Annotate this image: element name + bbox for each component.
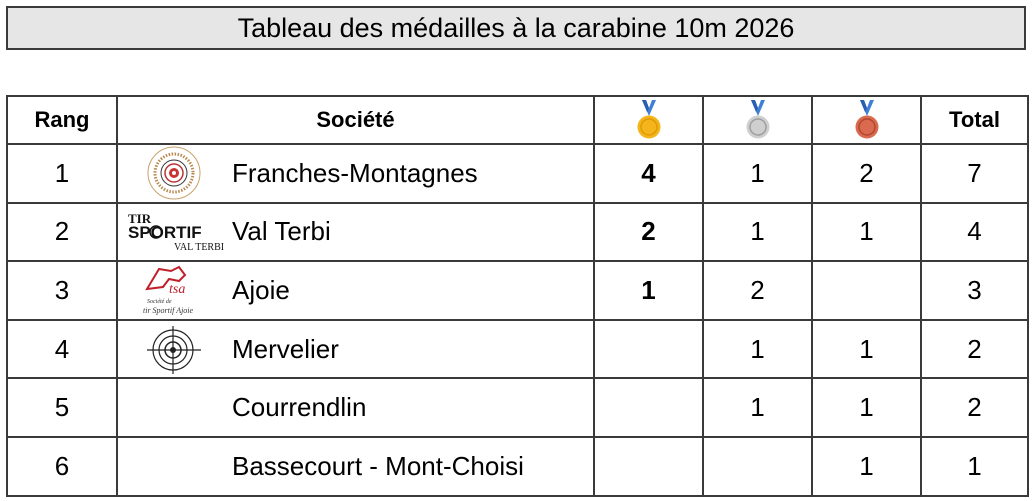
svg-text:VAL TERBI: VAL TERBI	[174, 242, 224, 253]
rank-cell: 4	[6, 318, 118, 380]
rank-cell: 3	[6, 260, 118, 321]
society-name: Bassecourt - Mont-Choisi	[232, 450, 524, 481]
total-count: 4	[920, 201, 1029, 263]
society-name: Val Terbi	[232, 216, 331, 247]
table-row: 2 TIR SPORTIF VAL TERBI Val Terbi 2 1	[6, 201, 1029, 263]
table-row: 5 Courrendlin 1 1 2	[6, 377, 1029, 438]
silver-count: 1	[702, 143, 813, 204]
rank-cell: 2	[6, 201, 118, 263]
tsa-ajoie-logo: tsa Société de tir Sportif Ajoie	[143, 266, 194, 315]
gold-count	[593, 435, 704, 497]
society-cell: TIR SPORTIF VAL TERBI Val Terbi	[116, 201, 595, 263]
svg-text:tsa: tsa	[169, 282, 185, 297]
society-name: Ajoie	[232, 274, 290, 305]
header-society: Société	[116, 95, 595, 145]
rank-cell: 6	[6, 435, 118, 497]
bronze-count: 1	[811, 318, 922, 380]
bronze-count: 1	[811, 435, 922, 497]
medal-table: Rang Société	[6, 95, 1029, 497]
svg-text:Société de: Société de	[147, 299, 172, 305]
header-rank: Rang	[6, 95, 118, 145]
society-name: Courrendlin	[232, 392, 367, 423]
page-title: Tableau des médailles à la carabine 10m …	[6, 6, 1026, 50]
society-cell: Courrendlin	[116, 377, 595, 438]
society-name: Mervelier	[232, 333, 339, 364]
table-row: 3 tsa Société de tir Sportif Ajoie Ajoie…	[6, 260, 1029, 321]
society-name: Franches-Montagnes	[232, 157, 478, 188]
table-row: 4 Mervelier	[6, 318, 1029, 380]
silver-count: 1	[702, 318, 813, 380]
tir-sportif-val-terbi-logo: TIR SPORTIF VAL TERBI	[128, 211, 224, 253]
svg-text:tir Sportif Ajoie: tir Sportif Ajoie	[143, 306, 194, 315]
table-row: 6 Bassecourt - Mont-Choisi 1 1	[6, 435, 1029, 497]
silver-count: 1	[702, 201, 813, 263]
bronze-medal-icon	[855, 100, 878, 139]
total-count: 7	[920, 143, 1029, 204]
gold-count: 4	[593, 143, 704, 204]
header-row: Rang Société	[6, 95, 1029, 145]
society-cell: tsa Société de tir Sportif Ajoie Ajoie	[116, 260, 595, 321]
total-count: 2	[920, 318, 1029, 380]
svg-text:SPORTIF: SPORTIF	[128, 223, 202, 242]
silver-count: 1	[702, 377, 813, 438]
society-cell: Franches-Montagnes	[116, 143, 595, 204]
society-cell: Bassecourt - Mont-Choisi	[116, 435, 595, 497]
gold-count: 2	[593, 201, 704, 263]
rank-cell: 1	[6, 143, 118, 204]
total-count: 1	[920, 435, 1029, 497]
bronze-count: 1	[811, 201, 922, 263]
header-total: Total	[920, 95, 1029, 145]
gold-medal-icon	[637, 100, 660, 139]
gold-count	[593, 318, 704, 380]
svg-text:TIR: TIR	[128, 211, 152, 226]
silver-count: 2	[702, 260, 813, 321]
rank-cell: 5	[6, 377, 118, 438]
header-silver	[702, 95, 813, 145]
table-row: 1 Franches-Montagnes	[6, 143, 1029, 204]
silver-medal-icon	[746, 100, 769, 139]
gold-count: 1	[593, 260, 704, 321]
bronze-count: 1	[811, 377, 922, 438]
silver-count	[702, 435, 813, 497]
society-cell: Mervelier	[116, 318, 595, 380]
bronze-count	[811, 260, 922, 321]
gold-count	[593, 377, 704, 438]
mervelier-target-logo	[147, 326, 201, 375]
franches-montagnes-logo	[147, 146, 201, 200]
header-gold	[593, 95, 704, 145]
header-bronze	[811, 95, 922, 145]
bronze-count: 2	[811, 143, 922, 204]
total-count: 3	[920, 260, 1029, 321]
total-count: 2	[920, 377, 1029, 438]
